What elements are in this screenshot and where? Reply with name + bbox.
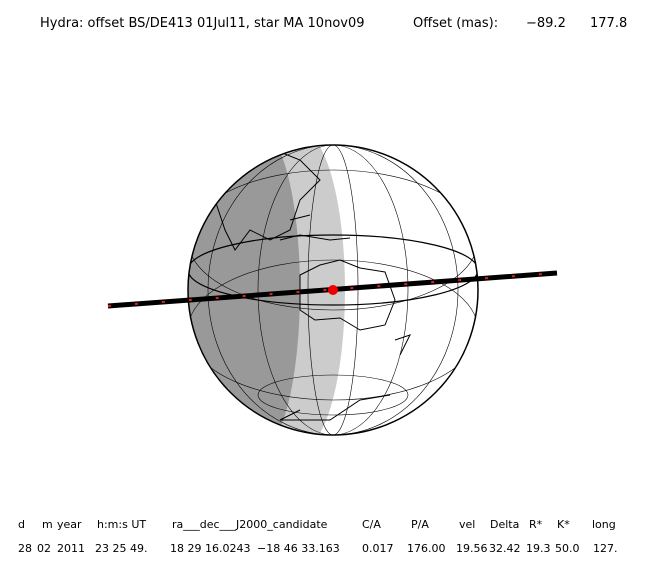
cell: 18 29 16.0243 (170, 542, 250, 555)
title: Hydra: offset BS/DE413 01Jul11, star MA … (40, 16, 365, 31)
cell: 23 25 49. (95, 542, 147, 555)
offset-value: 177.8 (590, 16, 627, 31)
cell: 19.3 (526, 542, 551, 555)
table-row: 28 02 2011 23 25 49. 18 29 16.0243 −18 4… (18, 542, 618, 555)
cell: −18 46 33.163 (257, 542, 340, 555)
offset-label: Offset (mas): (413, 16, 498, 31)
column-header: h:m:s UT (97, 518, 146, 531)
table-header: d m year h:m:s UT ra___dec___J2000_candi… (18, 518, 616, 531)
cell: 28 (18, 542, 32, 555)
column-header: long (592, 518, 616, 531)
cell: 176.00 (407, 542, 446, 555)
column-header: vel (459, 518, 475, 531)
column-header: ra___dec___J2000_candidate (172, 518, 328, 531)
column-header: R* (529, 518, 543, 531)
cell: 50.0 (555, 542, 580, 555)
column-header: year (57, 518, 82, 531)
cell: 02 (37, 542, 51, 555)
cell: 32.42 (489, 542, 521, 555)
column-header: K* (557, 518, 570, 531)
column-header: C/A (362, 518, 381, 531)
column-header: d (18, 518, 25, 531)
column-header: Delta (490, 518, 519, 531)
cell: 0.017 (362, 542, 394, 555)
center-point (328, 285, 338, 295)
globe-outline (187, 144, 479, 436)
cell: 19.56 (456, 542, 488, 555)
offset-value: −89.2 (526, 16, 566, 31)
column-header: P/A (411, 518, 429, 531)
column-header: m (42, 518, 53, 531)
cell: 2011 (57, 542, 85, 555)
cell: 127. (593, 542, 618, 555)
